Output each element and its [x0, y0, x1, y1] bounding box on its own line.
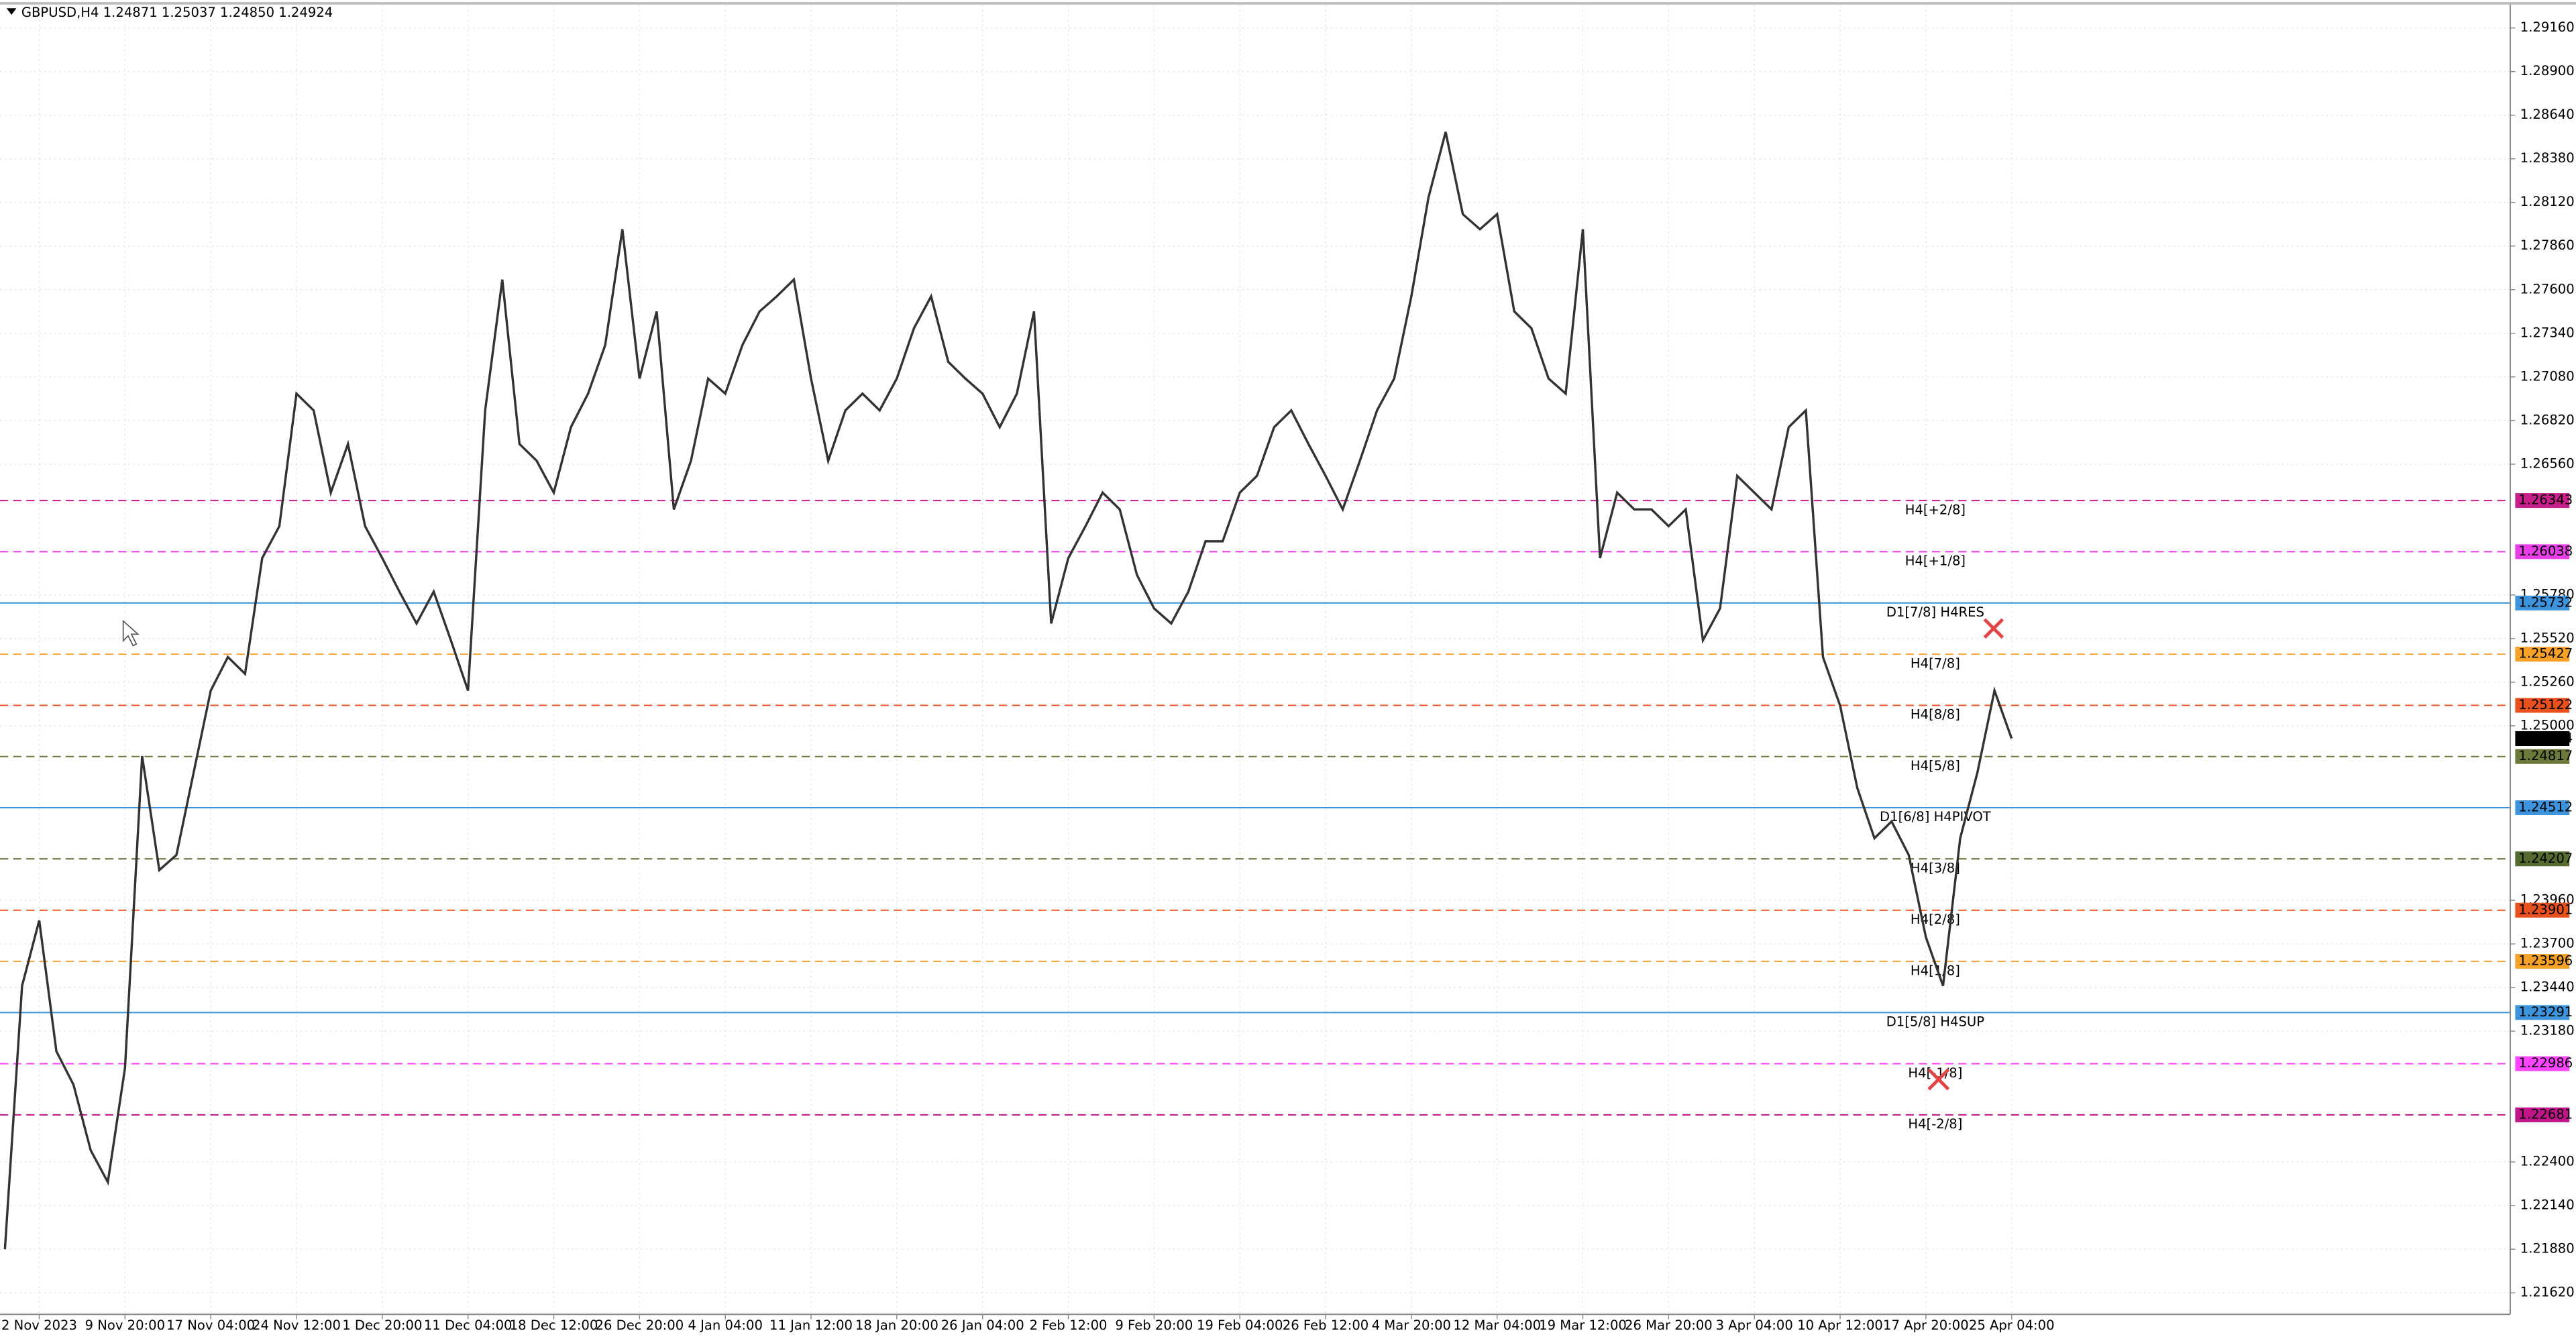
levels: H4[+2/8] H4[+1/8] D1[7/8] H4RES H4[7/8] H4[8…	[0, 500, 2511, 1132]
level-price-box	[2515, 954, 2570, 969]
x-tick-label: 18 Dec 12:00	[510, 1318, 598, 1333]
y-tick-label: 1.28640	[2520, 107, 2575, 122]
y-tick-label: 1.28120	[2520, 194, 2575, 209]
x-tick-label: 26 Mar 20:00	[1625, 1318, 1713, 1333]
current-price-box	[2515, 731, 2570, 746]
current-price-label: 1.24924	[2518, 730, 2573, 745]
level-price-label: 1.25732	[2518, 594, 2573, 610]
level-price-label: 1.26038	[2518, 543, 2573, 559]
level-name: D1[7/8] H4RES	[1886, 604, 1984, 620]
x-tick-label: 17 Apr 20:00	[1883, 1318, 1969, 1333]
x-tick-label: 26 Feb 12:00	[1283, 1318, 1368, 1333]
level-name: H4[-1/8]	[1908, 1065, 1962, 1081]
level-name: H4[8/8]	[1911, 707, 1960, 722]
y-tick-label: 1.25260	[2520, 674, 2575, 689]
y-tick-label: 1.23700	[2520, 936, 2575, 951]
level-name: H4[+2/8]	[1905, 502, 1966, 517]
x-tick-label: 19 Mar 12:00	[1539, 1318, 1627, 1333]
x-tick-label: 2 Feb 12:00	[1030, 1318, 1108, 1333]
level-price-box	[2515, 698, 2570, 713]
x-tick-label: 25 Apr 04:00	[1969, 1318, 2055, 1333]
y-tick-label: 1.28900	[2520, 63, 2575, 78]
level-price-label: 1.23901	[2518, 902, 2573, 917]
y-tick-label: 1.25000	[2520, 717, 2575, 733]
x-tick-label: 18 Jan 20:00	[855, 1318, 938, 1333]
level-name: H4[1/8]	[1911, 963, 1960, 978]
level-price-box	[2515, 800, 2570, 816]
x-tick-label: 24 Nov 12:00	[252, 1318, 341, 1333]
x-tick-label: 4 Jan 04:00	[688, 1318, 763, 1333]
y-tick-label: 1.21620	[2520, 1285, 2575, 1300]
level-name: H4[2/8]	[1911, 912, 1960, 927]
y-tick-label: 1.26820	[2520, 412, 2575, 427]
x-tick-label: 26 Dec 20:00	[596, 1318, 684, 1333]
level-price-label: 1.24817	[2518, 748, 2573, 763]
level-price-label: 1.23596	[2518, 953, 2573, 969]
level-name: H4[+1/8]	[1905, 553, 1966, 569]
y-tick-label: 1.27080	[2520, 368, 2575, 384]
level-price-box	[2515, 1005, 2570, 1020]
x-tick-label: 1 Dec 20:00	[342, 1318, 422, 1333]
x-tick-label: 2 Nov 2023	[1, 1318, 77, 1333]
y-tick-label: 1.27600	[2520, 281, 2575, 297]
axis-labels: 1.29160 1.28900 1.28640 1.28380 1.28120 1.278…	[1, 19, 2575, 1333]
level-name: H4[5/8]	[1911, 758, 1960, 773]
level-name: D1[5/8] H4SUP	[1886, 1014, 1984, 1030]
y-tick-label: 1.22400	[2520, 1154, 2575, 1169]
y-tick-label: 1.29160	[2520, 19, 2575, 35]
x-tick-label: 26 Jan 04:00	[941, 1318, 1024, 1333]
y-tick-label: 1.21880	[2520, 1241, 2575, 1256]
level-price-box	[2515, 902, 2570, 918]
level-price-label: 1.22681	[2518, 1106, 2573, 1122]
level-price-box	[2515, 749, 2570, 764]
level-price-box	[2515, 1107, 2570, 1122]
x-tick-label: 17 Nov 04:00	[166, 1318, 255, 1333]
chart-title: GBPUSD,H4 1.24871 1.25037 1.24850 1.2492…	[21, 5, 333, 20]
x-tick-label: 9 Feb 20:00	[1115, 1318, 1193, 1333]
x-tick-label: 12 Mar 04:00	[1453, 1318, 1541, 1333]
x-tick-label: 3 Apr 04:00	[1716, 1318, 1793, 1333]
level-price-label: 1.26343	[2518, 492, 2573, 508]
marker-cross-upper	[1983, 618, 2004, 639]
level-price-label: 1.22986	[2518, 1055, 2573, 1071]
level-price-box	[2515, 544, 2570, 559]
level-price-box	[2515, 647, 2570, 662]
y-tick-label: 1.27340	[2520, 325, 2575, 340]
y-tick-label: 1.23440	[2520, 979, 2575, 995]
marker-cross-lower	[1927, 1068, 1950, 1091]
symbol-menu-arrow[interactable]	[6, 8, 17, 15]
level-name: H4[7/8]	[1911, 655, 1960, 671]
level-price-label: 1.23291	[2518, 1004, 2573, 1020]
level-price-box	[2515, 493, 2570, 508]
y-tick-label: 1.22140	[2520, 1197, 2575, 1213]
x-tick-label: 19 Feb 04:00	[1197, 1318, 1283, 1333]
x-tick-label: 4 Mar 20:00	[1372, 1318, 1451, 1333]
level-name: H4[3/8]	[1911, 860, 1960, 875]
y-tick-label: 1.26560	[2520, 456, 2575, 471]
level-price-label: 1.24512	[2518, 799, 2573, 814]
series	[3, 131, 2013, 1250]
x-tick-label: 11 Dec 04:00	[424, 1318, 513, 1333]
level-price-box	[2515, 1056, 2570, 1071]
level-price-box	[2515, 851, 2570, 867]
x-tick-label: 11 Jan 12:00	[769, 1318, 853, 1333]
mouse-cursor	[122, 619, 140, 647]
level-name: D1[6/8] H4PIVOT	[1880, 809, 1992, 824]
level-price-label: 1.25122	[2518, 697, 2573, 712]
x-tick-label: 9 Nov 20:00	[85, 1318, 166, 1333]
level-price-box	[2515, 595, 2570, 610]
x-tick-label: 10 Apr 12:00	[1797, 1318, 1883, 1333]
level-name: H4[-2/8]	[1908, 1116, 1962, 1132]
y-tick-label: 1.28380	[2520, 150, 2575, 166]
y-tick-label: 1.27860	[2520, 237, 2575, 253]
level-price-label: 1.25427	[2518, 646, 2573, 661]
y-tick-label: 1.23180	[2520, 1023, 2575, 1038]
price-line	[3, 131, 2013, 1250]
y-tick-label: 1.25520	[2520, 630, 2575, 645]
level-price-label: 1.24207	[2518, 851, 2573, 866]
grid	[0, 5, 2511, 1315]
